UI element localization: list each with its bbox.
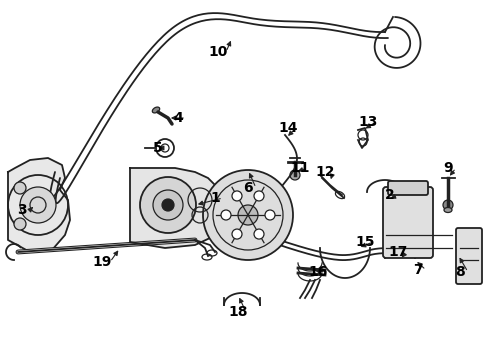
Circle shape [203, 170, 293, 260]
Circle shape [232, 229, 242, 239]
Circle shape [221, 210, 231, 220]
Polygon shape [8, 158, 70, 252]
Text: 13: 13 [358, 115, 378, 129]
Text: 15: 15 [355, 235, 375, 249]
Text: 5: 5 [153, 141, 163, 155]
Circle shape [238, 205, 258, 225]
Circle shape [14, 182, 26, 194]
FancyBboxPatch shape [388, 181, 428, 195]
FancyBboxPatch shape [383, 187, 433, 258]
Text: 19: 19 [92, 255, 112, 269]
Text: 9: 9 [443, 161, 453, 175]
Text: 4: 4 [173, 111, 183, 125]
Circle shape [254, 229, 264, 239]
Circle shape [153, 190, 183, 220]
Ellipse shape [398, 194, 406, 198]
Circle shape [290, 170, 300, 180]
Circle shape [162, 199, 174, 211]
Text: 18: 18 [228, 305, 248, 319]
Polygon shape [130, 168, 222, 248]
Text: 16: 16 [308, 265, 328, 279]
Text: 11: 11 [290, 161, 310, 175]
FancyBboxPatch shape [456, 228, 482, 284]
Circle shape [254, 191, 264, 201]
Circle shape [140, 177, 196, 233]
Text: 2: 2 [385, 188, 395, 202]
Text: 6: 6 [243, 181, 253, 195]
Circle shape [232, 191, 242, 201]
Ellipse shape [152, 107, 160, 113]
Text: 3: 3 [17, 203, 27, 217]
Text: 17: 17 [388, 245, 408, 259]
Circle shape [443, 200, 453, 210]
Text: 14: 14 [278, 121, 298, 135]
Circle shape [265, 210, 275, 220]
Circle shape [14, 218, 26, 230]
Ellipse shape [444, 207, 452, 212]
Text: 7: 7 [413, 263, 423, 277]
Text: 8: 8 [455, 265, 465, 279]
Text: 10: 10 [208, 45, 228, 59]
Text: 12: 12 [315, 165, 335, 179]
Circle shape [20, 187, 56, 223]
Text: 1: 1 [210, 191, 220, 205]
